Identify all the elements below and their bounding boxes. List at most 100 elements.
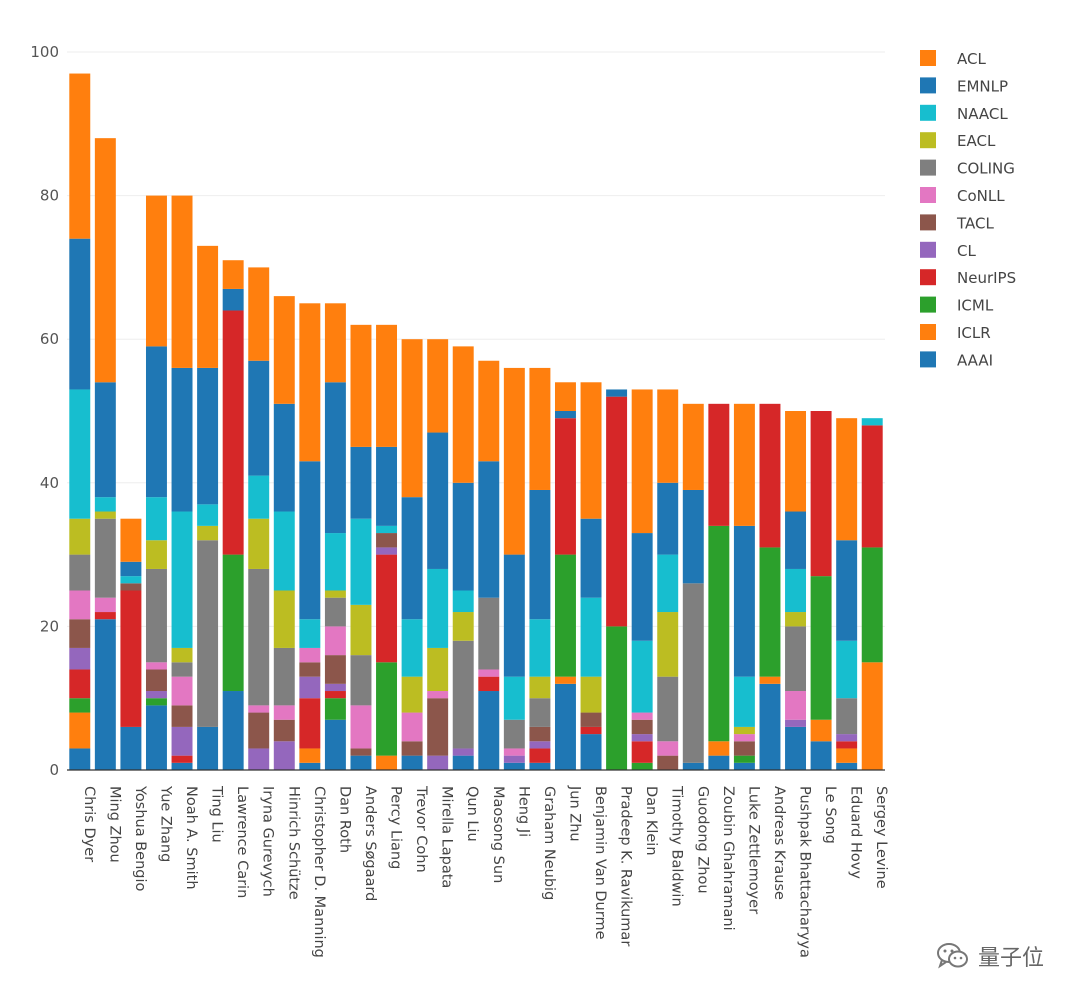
bar-segment bbox=[401, 339, 423, 498]
bar-segment bbox=[299, 676, 321, 699]
bar-segment bbox=[120, 518, 142, 562]
legend-label: ICLR bbox=[957, 324, 991, 342]
bar-segment bbox=[69, 647, 91, 670]
x-tick-label: Ming Zhou bbox=[106, 786, 122, 863]
bar-stack bbox=[401, 339, 423, 770]
bar-segment bbox=[171, 511, 193, 648]
bar-segment bbox=[529, 741, 551, 749]
bar-segment bbox=[299, 461, 321, 620]
legend-item[interactable]: NAACL bbox=[920, 104, 1008, 123]
bar-segment bbox=[94, 511, 116, 519]
bar-segment bbox=[733, 676, 755, 727]
legend-label: CoNLL bbox=[957, 187, 1005, 205]
bar-segment bbox=[503, 554, 525, 677]
bar-stack bbox=[631, 389, 653, 770]
bar-segment bbox=[145, 662, 167, 670]
bar-segment bbox=[452, 748, 474, 756]
bar-segment bbox=[273, 719, 295, 742]
bar-segment bbox=[69, 238, 91, 390]
bar-stack bbox=[222, 260, 244, 770]
bar-segment bbox=[248, 748, 270, 770]
bar-segment bbox=[503, 762, 525, 770]
legend-item[interactable]: COLING bbox=[920, 159, 1015, 178]
x-tick-label: Graham Neubig bbox=[541, 786, 557, 900]
wechat-icon bbox=[936, 943, 968, 969]
bar-segment bbox=[785, 411, 807, 512]
bar-segment bbox=[657, 612, 679, 677]
legend-item[interactable]: CL bbox=[920, 241, 976, 260]
bar-segment bbox=[682, 489, 704, 584]
bar-segment bbox=[836, 640, 858, 699]
bar-segment bbox=[222, 310, 244, 555]
x-tick-label: Anders Søgaard bbox=[362, 786, 378, 901]
y-tick-label: 20 bbox=[40, 617, 59, 635]
bar-segment bbox=[529, 676, 551, 699]
x-tick-label: Zoubin Ghahramani bbox=[720, 786, 736, 931]
bar-segment bbox=[580, 734, 602, 770]
bar-segment bbox=[222, 288, 244, 311]
bar-segment bbox=[478, 691, 500, 770]
bar-segment bbox=[248, 267, 270, 361]
bar-stack bbox=[606, 389, 628, 770]
legend-swatch bbox=[920, 296, 936, 313]
bar-segment bbox=[554, 382, 576, 411]
x-tick-label: Lawrence Carin bbox=[234, 786, 250, 898]
legend-item[interactable]: NeurIPS bbox=[920, 269, 1016, 287]
y-tick-label: 40 bbox=[40, 474, 59, 492]
y-tick-label: 60 bbox=[40, 330, 59, 348]
bar-segment bbox=[631, 762, 653, 770]
bar-segment bbox=[861, 425, 883, 548]
bar-stack bbox=[554, 382, 576, 770]
x-tick-label: Chris Dyer bbox=[81, 786, 97, 862]
legend-item[interactable]: EMNLP bbox=[920, 77, 1008, 95]
bar-stack bbox=[810, 411, 832, 770]
x-tick-label: Guodong Zhou bbox=[694, 786, 710, 894]
legend-item[interactable]: AAAI bbox=[920, 351, 993, 369]
legend-item[interactable]: ACL bbox=[920, 50, 986, 68]
legend-item[interactable]: ICML bbox=[920, 296, 994, 315]
bar-segment bbox=[145, 540, 167, 569]
bar-segment bbox=[350, 518, 372, 605]
x-tick-label: Jun Zhu bbox=[566, 785, 582, 842]
bar-segment bbox=[631, 734, 653, 742]
legend-item[interactable]: EACL bbox=[920, 132, 996, 150]
bar-segment bbox=[94, 518, 116, 598]
bar-stack bbox=[145, 195, 167, 770]
bar-segment bbox=[197, 367, 219, 505]
bar-segment bbox=[759, 683, 781, 770]
bar-segment bbox=[427, 691, 449, 699]
bar-segment bbox=[785, 726, 807, 770]
bar-segment bbox=[324, 533, 346, 591]
x-tick-label: Dan Roth bbox=[336, 786, 352, 853]
bar-segment bbox=[350, 324, 372, 447]
bar-segment bbox=[503, 676, 525, 720]
bar-segment bbox=[69, 389, 91, 519]
bar-segment bbox=[810, 741, 832, 770]
bar-segment bbox=[299, 662, 321, 677]
legend-swatch bbox=[920, 77, 936, 94]
bar-segment bbox=[733, 741, 755, 756]
bar-segment bbox=[376, 525, 398, 534]
bar-segment bbox=[69, 554, 91, 591]
bar-segment bbox=[682, 583, 704, 763]
bar-segment bbox=[324, 590, 346, 598]
bar-segment bbox=[94, 612, 116, 620]
legend-item[interactable]: CoNLL bbox=[920, 187, 1005, 205]
bar-segment bbox=[299, 647, 321, 663]
bar-segment bbox=[836, 734, 858, 742]
bar-segment bbox=[836, 741, 858, 749]
bar-segment bbox=[427, 432, 449, 569]
bar-segment bbox=[503, 755, 525, 763]
bar-segment bbox=[580, 712, 602, 727]
bar-segment bbox=[248, 568, 270, 706]
bar-segment bbox=[94, 497, 116, 512]
bar-segment bbox=[836, 418, 858, 541]
legend-item[interactable]: ICLR bbox=[920, 324, 991, 342]
bar-segment bbox=[69, 748, 91, 770]
bar-segment bbox=[427, 647, 449, 692]
bar-segment bbox=[657, 482, 679, 555]
legend-item[interactable]: TACL bbox=[920, 214, 994, 232]
bar-segment bbox=[708, 525, 730, 742]
bar-segment bbox=[836, 698, 858, 735]
legend-label: CL bbox=[957, 242, 976, 260]
